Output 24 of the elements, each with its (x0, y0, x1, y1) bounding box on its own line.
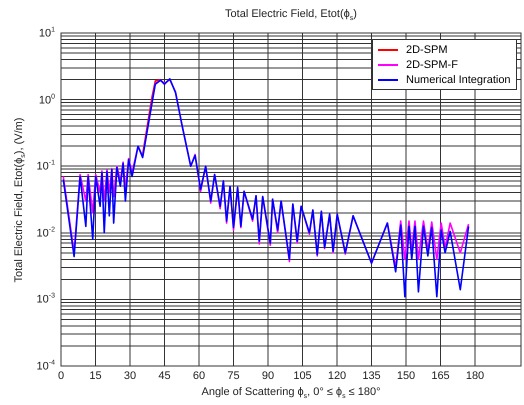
x-tick-label: 105 (293, 370, 312, 382)
y-tick-label: 10$^{-4}$ (36, 360, 55, 372)
x-tick-label: 75 (227, 370, 240, 382)
y-tick-label: 10$^{-3}$ (36, 293, 55, 306)
x-tick-label: 90 (262, 370, 274, 382)
legend-label: 2D-SPM (406, 44, 448, 56)
x-tick-label: 45 (158, 370, 171, 382)
x-tick-label: 180 (466, 370, 484, 382)
x-tick-label: 30 (124, 370, 136, 382)
chart-title: Total Electric Field, Etot(ϕ$_{s}$) (225, 8, 357, 22)
legend-label: 2D-SPM-F (406, 58, 458, 70)
y-tick-label: 10$^{1}$ (38, 26, 55, 40)
x-axis-title: Angle of Scattering ϕ$_{s}$, 0° ≤ ϕ$_{s}$ ≤ 180° (201, 386, 381, 400)
y-tick-label: 10$^{0}$ (38, 93, 55, 106)
x-tick-label: 15 (89, 370, 102, 382)
x-tick-label: 120 (328, 370, 346, 382)
y-tick-label: 10$^{-1}$ (36, 160, 55, 173)
y-tick-label: 10$^{-2}$ (36, 226, 55, 240)
legend-label: Numerical Integration (406, 74, 511, 86)
x-tick-label: 165 (431, 370, 450, 382)
x-tick-label: 150 (396, 370, 416, 382)
x-tick-label: 0 (58, 370, 64, 382)
x-tick-label: 60 (192, 370, 206, 382)
x-tick-label: 135 (362, 370, 381, 382)
